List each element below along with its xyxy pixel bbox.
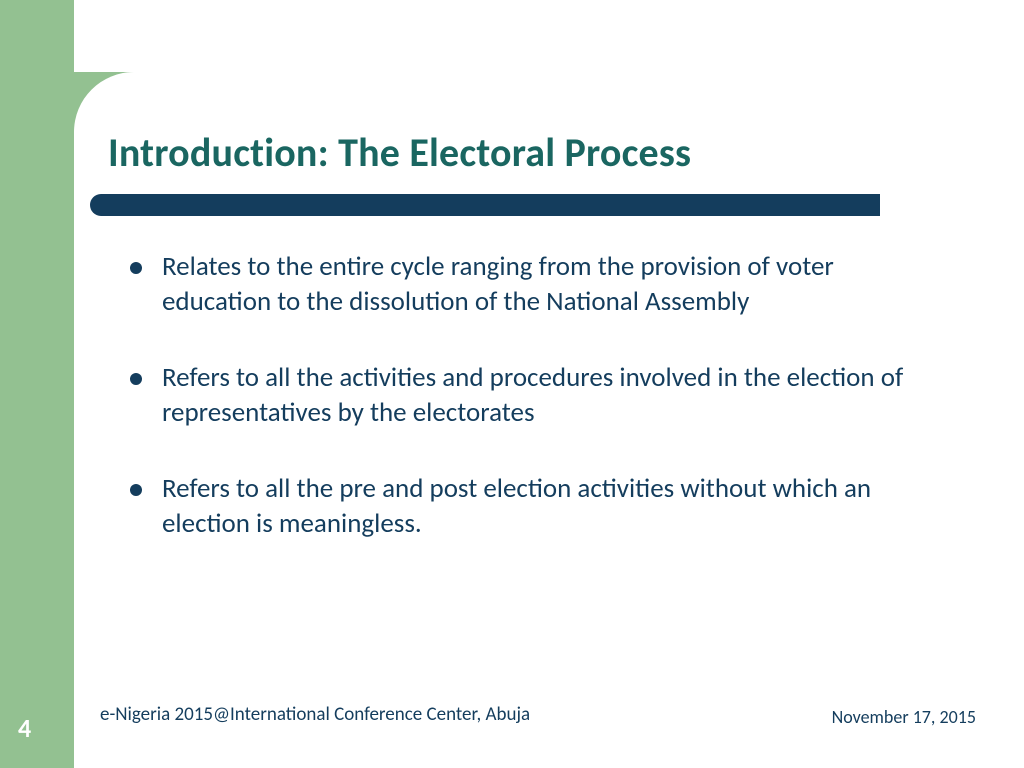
- sidebar-accent: [0, 0, 74, 768]
- bullet-text: Relates to the entire cycle ranging from…: [162, 250, 930, 319]
- footer-venue: e-Nigeria 2015@International Conference …: [100, 703, 530, 726]
- slide-title: Introduction: The Electoral Process: [108, 128, 691, 177]
- page-number: 4: [18, 712, 31, 744]
- list-item: Refers to all the pre and post election …: [130, 472, 930, 541]
- bullet-icon: [130, 262, 142, 274]
- bullet-list: Relates to the entire cycle ranging from…: [130, 250, 930, 583]
- corner-curve: [74, 72, 134, 132]
- list-item: Refers to all the activities and procedu…: [130, 361, 930, 430]
- bullet-icon: [130, 484, 142, 496]
- bullet-icon: [130, 373, 142, 385]
- title-divider-bar: [90, 194, 880, 216]
- slide: Introduction: The Electoral Process Rela…: [0, 0, 1024, 768]
- list-item: Relates to the entire cycle ranging from…: [130, 250, 930, 319]
- bullet-text: Refers to all the pre and post election …: [162, 472, 930, 541]
- footer-date: November 17, 2015: [832, 706, 976, 728]
- bullet-text: Refers to all the activities and procedu…: [162, 361, 930, 430]
